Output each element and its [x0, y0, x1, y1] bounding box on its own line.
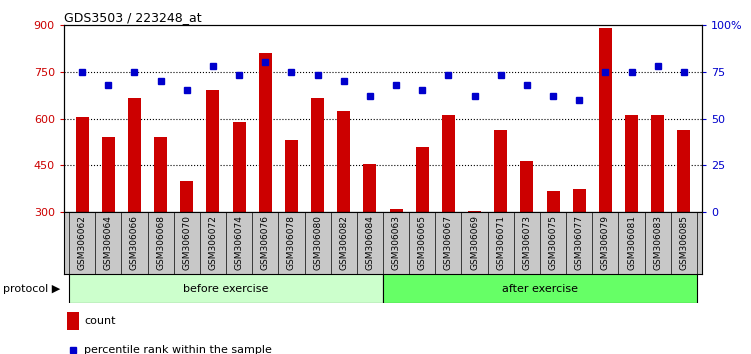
Bar: [390, 209, 403, 212]
Bar: [442, 115, 455, 212]
Text: GSM306072: GSM306072: [209, 216, 218, 270]
Bar: [547, 190, 559, 212]
Text: GSM306064: GSM306064: [104, 216, 113, 270]
Text: GSM306080: GSM306080: [313, 216, 322, 270]
Text: GSM306074: GSM306074: [234, 216, 243, 270]
Text: GSM306073: GSM306073: [523, 216, 532, 270]
Text: count: count: [84, 316, 116, 326]
Bar: [651, 115, 664, 212]
Bar: [573, 189, 586, 212]
Text: GSM306068: GSM306068: [156, 216, 165, 270]
Text: GSM306062: GSM306062: [77, 216, 86, 270]
Text: protocol ▶: protocol ▶: [3, 284, 60, 293]
Bar: [363, 164, 376, 212]
Text: GSM306065: GSM306065: [418, 216, 427, 270]
Bar: [102, 137, 115, 212]
Bar: [599, 28, 612, 212]
Text: GSM306085: GSM306085: [680, 216, 689, 270]
Text: GSM306067: GSM306067: [444, 216, 453, 270]
Text: GSM306076: GSM306076: [261, 216, 270, 270]
Text: GSM306081: GSM306081: [627, 216, 636, 270]
Bar: [677, 130, 690, 212]
Text: GSM306070: GSM306070: [182, 216, 192, 270]
Bar: [180, 181, 193, 212]
Text: GSM306078: GSM306078: [287, 216, 296, 270]
Text: GSM306082: GSM306082: [339, 216, 348, 270]
Text: GSM306077: GSM306077: [575, 216, 584, 270]
Bar: [311, 98, 324, 212]
Text: GDS3503 / 223248_at: GDS3503 / 223248_at: [64, 11, 201, 24]
Bar: [494, 130, 507, 212]
Bar: [67, 312, 79, 330]
Bar: [468, 211, 481, 212]
Bar: [233, 122, 246, 212]
Bar: [76, 117, 89, 212]
Text: before exercise: before exercise: [183, 284, 269, 293]
Text: GSM306066: GSM306066: [130, 216, 139, 270]
Bar: [259, 53, 272, 212]
Text: GSM306084: GSM306084: [366, 216, 375, 270]
Bar: [285, 141, 298, 212]
Text: GSM306079: GSM306079: [601, 216, 610, 270]
Text: GSM306083: GSM306083: [653, 216, 662, 270]
Bar: [154, 137, 167, 212]
Text: GSM306063: GSM306063: [391, 216, 400, 270]
Bar: [416, 147, 429, 212]
Text: GSM306071: GSM306071: [496, 216, 505, 270]
Bar: [383, 274, 697, 303]
Bar: [625, 115, 638, 212]
Bar: [69, 274, 383, 303]
Text: percentile rank within the sample: percentile rank within the sample: [84, 345, 272, 354]
Bar: [520, 161, 533, 212]
Text: GSM306075: GSM306075: [548, 216, 557, 270]
Bar: [337, 111, 350, 212]
Bar: [128, 98, 141, 212]
Text: after exercise: after exercise: [502, 284, 578, 293]
Text: GSM306069: GSM306069: [470, 216, 479, 270]
Bar: [207, 90, 219, 212]
